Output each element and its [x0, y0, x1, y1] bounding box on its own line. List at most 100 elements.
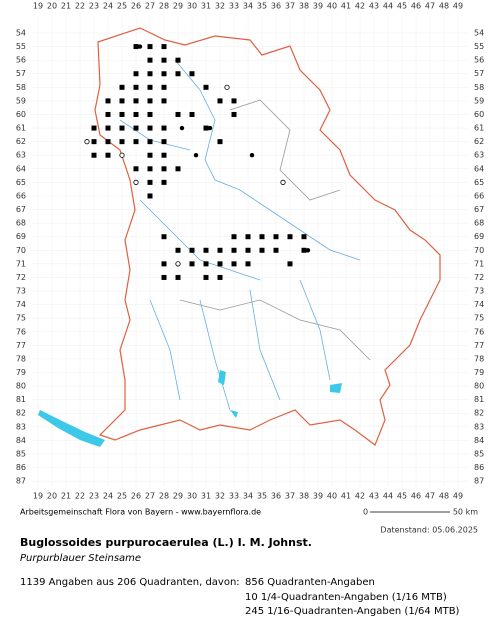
record-square — [133, 125, 139, 131]
x-label: 28 — [159, 492, 169, 501]
record-square — [161, 57, 167, 63]
y-label: 72 — [474, 273, 484, 282]
y-label: 57 — [474, 69, 484, 78]
record-square — [217, 247, 223, 253]
x-label: 28 — [159, 2, 169, 11]
y-label: 75 — [474, 314, 484, 323]
y-label: 54 — [16, 29, 26, 38]
x-label: 21 — [61, 492, 71, 501]
record-square — [161, 234, 167, 240]
y-label: 69 — [16, 232, 26, 241]
y-label: 73 — [16, 287, 26, 296]
record-square — [161, 166, 167, 172]
record-square — [189, 111, 195, 117]
y-label: 80 — [16, 382, 26, 391]
record-square — [203, 261, 209, 267]
x-label: 32 — [215, 492, 225, 501]
y-label: 81 — [474, 395, 484, 404]
y-label: 54 — [474, 29, 484, 38]
record-square — [259, 247, 265, 253]
record-square — [217, 98, 223, 104]
record-square — [133, 111, 139, 117]
record-square — [105, 98, 111, 104]
record-square — [119, 111, 125, 117]
record-square — [105, 125, 111, 131]
record-square — [147, 71, 153, 77]
x-label: 38 — [299, 2, 309, 11]
count: 856 Quadranten-Angaben — [245, 577, 375, 588]
date: Datenstand: 05.06.2025 — [380, 526, 478, 535]
y-label: 71 — [16, 259, 26, 268]
record-square — [245, 234, 251, 240]
record-square — [147, 166, 153, 172]
x-label: 31 — [201, 492, 211, 501]
record-square — [203, 125, 209, 131]
x-label: 19 — [33, 2, 43, 11]
y-label: 86 — [16, 463, 26, 472]
record-square — [147, 57, 153, 63]
y-label: 85 — [16, 449, 26, 458]
record-square — [161, 125, 167, 131]
record-square — [161, 44, 167, 50]
record-square — [175, 71, 181, 77]
record-square — [203, 274, 209, 280]
record-square — [133, 98, 139, 104]
y-label: 67 — [16, 205, 26, 214]
y-label: 67 — [474, 205, 484, 214]
x-label: 48 — [439, 492, 449, 501]
record-square — [147, 84, 153, 90]
y-label: 60 — [474, 110, 484, 119]
record-open — [280, 179, 286, 185]
y-label: 59 — [16, 96, 26, 105]
record-open — [224, 84, 230, 90]
record-square — [245, 247, 251, 253]
y-label: 78 — [474, 354, 484, 363]
x-label: 30 — [187, 492, 197, 501]
x-label: 42 — [355, 492, 365, 501]
y-label: 87 — [16, 477, 26, 486]
record-square — [91, 139, 97, 145]
record-square — [161, 179, 167, 185]
record-square — [217, 261, 223, 267]
record-square — [147, 98, 153, 104]
record-dot — [207, 125, 213, 131]
record-square — [161, 139, 167, 145]
x-label: 20 — [47, 492, 57, 501]
x-label: 48 — [439, 2, 449, 11]
record-square — [189, 261, 195, 267]
x-label: 39 — [313, 2, 323, 11]
record-square — [175, 57, 181, 63]
x-label: 25 — [117, 2, 127, 11]
record-square — [161, 152, 167, 158]
title: Buglossoides purpurocaerulea (L.) I. M. … — [20, 536, 312, 549]
y-label: 55 — [474, 42, 484, 51]
record-square — [147, 44, 153, 50]
record-square — [105, 139, 111, 145]
y-label: 74 — [474, 300, 484, 309]
x-label: 27 — [145, 492, 155, 501]
lake — [38, 410, 105, 447]
y-label: 56 — [474, 56, 484, 65]
x-label: 31 — [201, 2, 211, 11]
y-label: 75 — [16, 314, 26, 323]
x-label: 23 — [89, 2, 99, 11]
count: 10 1/4-Quadranten-Angaben (1/16 MTB) — [245, 592, 447, 603]
y-label: 62 — [474, 137, 484, 146]
y-label: 77 — [474, 341, 484, 350]
x-label: 27 — [145, 2, 155, 11]
x-label: 26 — [131, 492, 141, 501]
record-square — [161, 84, 167, 90]
record-square — [133, 44, 139, 50]
y-label: 83 — [16, 422, 26, 431]
record-square — [161, 98, 167, 104]
x-label: 24 — [103, 492, 113, 501]
record-square — [161, 71, 167, 77]
record-square — [287, 234, 293, 240]
y-label: 72 — [16, 273, 26, 282]
y-label: 79 — [16, 368, 26, 377]
record-square — [133, 84, 139, 90]
x-label: 24 — [103, 2, 113, 11]
record-dot — [249, 153, 255, 158]
record-square — [91, 125, 97, 131]
